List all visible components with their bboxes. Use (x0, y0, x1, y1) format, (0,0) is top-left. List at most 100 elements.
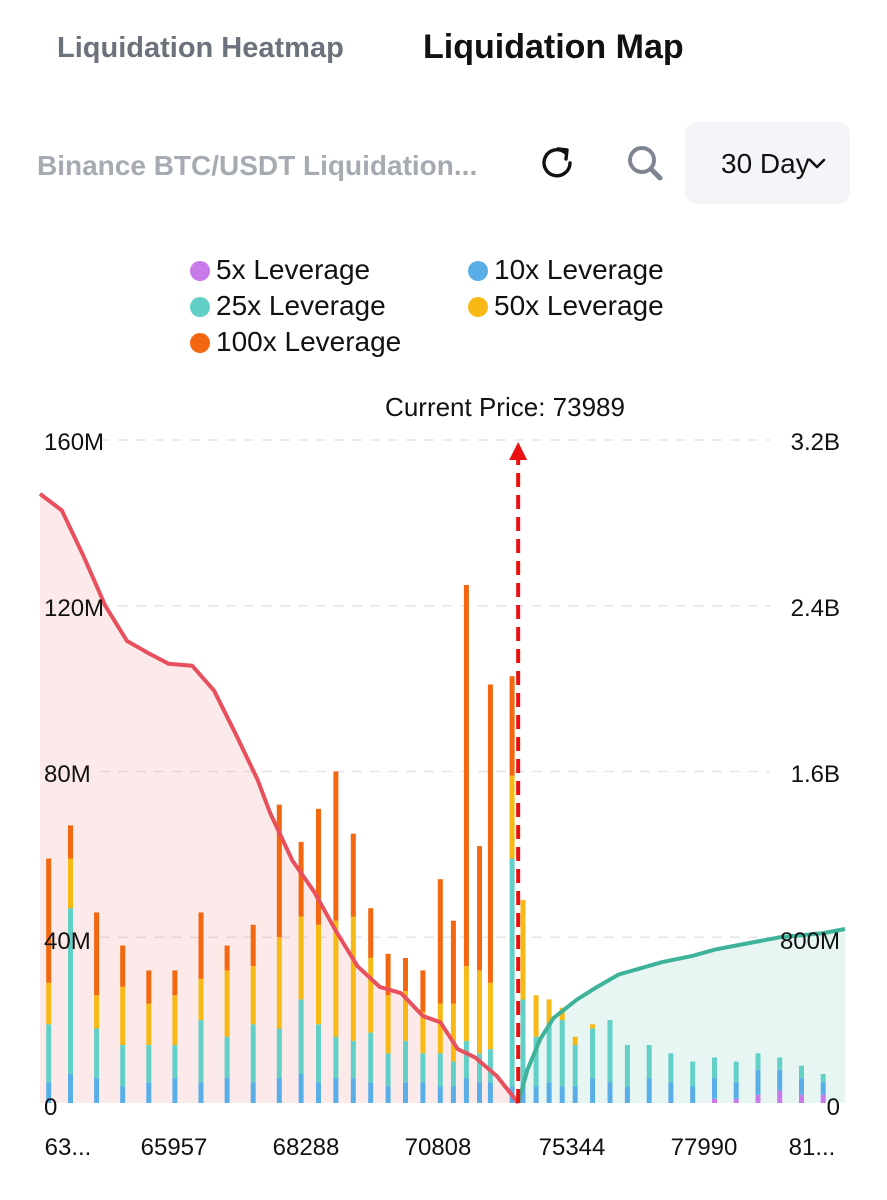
time-range-select[interactable]: 30 Day (685, 122, 850, 204)
tab-liquidation-map[interactable]: Liquidation Map (423, 28, 684, 66)
bar-segment-lev10 (799, 1078, 804, 1095)
bar-segment-lev10 (437, 1086, 443, 1103)
bar-segment-lev25 (250, 1024, 256, 1083)
bar-segment-lev25 (420, 1053, 426, 1083)
bar-segment-lev50 (146, 1003, 152, 1045)
bar-segment-lev25 (572, 1045, 578, 1087)
bar-segment-lev25 (385, 1053, 391, 1087)
bar-segment-lev100 (333, 771, 339, 921)
legend-dot-5x (190, 261, 210, 281)
legend-dot-50x (468, 297, 488, 317)
bar-segment-lev10 (450, 1086, 456, 1103)
y-right-tick-label: 1.6B (791, 761, 840, 788)
bar-segment-lev100 (477, 846, 482, 971)
legend-label-10x: 10x Leverage (494, 254, 664, 285)
bar-segment-lev10 (572, 1086, 578, 1103)
bar-segment-lev25 (509, 858, 515, 1087)
bar-segment-lev25 (590, 1028, 596, 1079)
legend-item-10x[interactable]: 10x Leverage (468, 252, 664, 288)
bar-segment-lev100 (385, 953, 391, 996)
bar-segment-lev50 (463, 966, 469, 1041)
x-tick-label: 70808 (405, 1134, 472, 1161)
current-price-marker: Current Price: 73989 (385, 392, 625, 1103)
bar-segment-lev10 (646, 1078, 652, 1103)
bar-segment-lev10 (607, 1082, 613, 1103)
x-tick-label: 65957 (141, 1134, 208, 1161)
bar-segment-lev50 (590, 1024, 596, 1029)
bar-segment-lev25 (350, 1040, 356, 1079)
bar-segment-lev100 (172, 970, 178, 996)
bar-segment-lev50 (198, 978, 204, 1021)
bar-segment-lev50 (350, 916, 356, 1041)
bar-segment-lev50 (298, 916, 304, 1000)
bar-segment-lev100 (509, 676, 515, 776)
x-tick-label: 63... (45, 1134, 92, 1161)
tab-liquidation-heatmap[interactable]: Liquidation Heatmap (57, 32, 344, 64)
bar-segment-lev50 (509, 775, 515, 859)
bar-segment-lev25 (463, 1040, 469, 1079)
bar-segment-lev50 (487, 982, 493, 1050)
bar-segment-lev10 (198, 1082, 204, 1103)
bar-segment-lev50 (68, 858, 73, 909)
bar-segment-lev10 (94, 1078, 100, 1103)
bar-segment-lev10 (712, 1078, 717, 1099)
bar-segment-lev50 (533, 995, 539, 1037)
long-cumulative-line (516, 927, 846, 1104)
bar-segment-lev100 (68, 825, 73, 859)
y-left-tick-label: 80M (44, 761, 91, 788)
legend-label-5x: 5x Leverage (216, 254, 371, 285)
search-icon[interactable] (622, 140, 668, 186)
bar-segment-lev5 (755, 1094, 761, 1103)
bar-segment-lev50 (420, 1011, 426, 1054)
time-range-label: 30 Day (721, 148, 810, 179)
legend-item-5x[interactable]: 5x Leverage (190, 252, 370, 288)
current-price-arrow (509, 442, 528, 460)
bar-segment-lev25 (477, 1053, 482, 1083)
y-right-tick-label: 800M (780, 928, 840, 955)
bar-segment-lev10 (820, 1082, 826, 1095)
bar-segment-lev10 (350, 1078, 356, 1103)
bar-segment-lev10 (755, 1069, 761, 1095)
legend-dot-25x (190, 297, 210, 317)
bar-segment-lev50 (250, 966, 256, 1025)
bar-segment-lev50 (385, 995, 391, 1054)
short-cumulative-area (40, 493, 519, 1103)
bar-segment-lev10 (146, 1082, 152, 1103)
short-cumulative-line (38, 492, 520, 1105)
legend-item-100x[interactable]: 100x Leverage (190, 324, 401, 360)
chart-legend: 5x Leverage 10x Leverage 25x Leverage 50… (190, 252, 710, 362)
bar-segment-lev100 (316, 808, 321, 925)
bar-segment-lev25 (820, 1074, 826, 1083)
grid-lines (100, 439, 770, 938)
bar-segment-lev10 (546, 1082, 552, 1103)
legend-label-50x: 50x Leverage (494, 290, 664, 321)
bar-segment-lev25 (755, 1053, 761, 1070)
bar-segment-lev100 (146, 970, 152, 1004)
bar-segment-lev10 (333, 1078, 339, 1103)
x-tick-label: 75344 (539, 1134, 606, 1161)
bar-segment-lev5 (733, 1098, 739, 1103)
bar-segment-lev5 (712, 1098, 717, 1103)
bar-segment-lev50 (224, 970, 230, 1037)
bar-segment-lev25 (46, 1024, 52, 1083)
cumulative-curves (38, 492, 846, 1105)
bar-segment-lev50 (172, 995, 178, 1045)
legend-item-25x[interactable]: 25x Leverage (190, 288, 386, 324)
bar-segment-lev10 (733, 1082, 739, 1099)
bar-segment-lev50 (368, 958, 374, 1033)
bar-segment-lev10 (487, 1082, 493, 1103)
chevron-down-icon (808, 158, 826, 169)
bar-segment-lev25 (559, 1020, 565, 1087)
bar-segment-lev50 (333, 920, 339, 1037)
bar-segment-lev25 (172, 1045, 178, 1079)
current-price-annotation: Current Price: 73989 (385, 392, 625, 422)
bar-segment-lev25 (520, 999, 526, 1083)
bar-segment-lev10 (120, 1086, 126, 1103)
bar-segment-lev25 (146, 1045, 152, 1083)
refresh-icon[interactable] (534, 140, 580, 186)
y-right-tick-label: 3.2B (791, 429, 840, 456)
liquidation-map-chart: 0 40M 80M 120M 160M 0 800M 1.6B 2.4B 3.2… (38, 392, 846, 1161)
legend-item-50x[interactable]: 50x Leverage (468, 288, 664, 324)
bar-segment-lev100 (403, 958, 408, 992)
bar-segment-lev50 (520, 900, 526, 1000)
